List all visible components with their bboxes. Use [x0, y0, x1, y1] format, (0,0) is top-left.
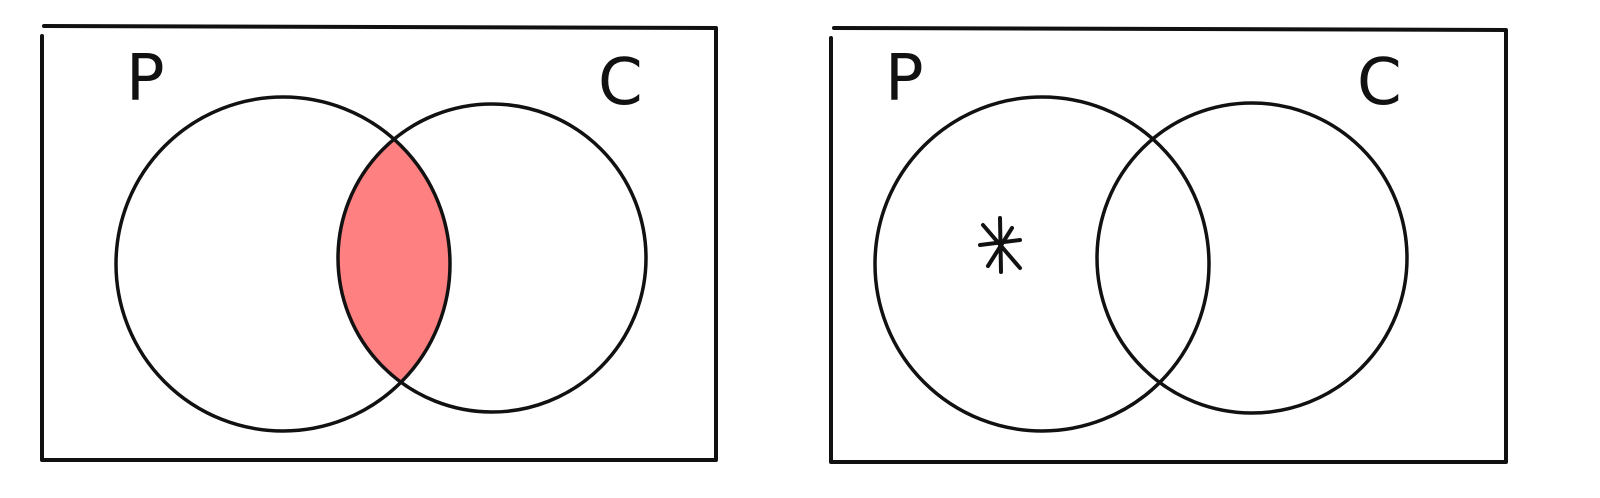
set-p-circle-1 [114, 95, 452, 433]
universe-rectangle-1 [40, 24, 718, 462]
intersection-region-1 [338, 104, 450, 412]
set-c-label-2: C [1357, 46, 1402, 120]
set-c-label-1: C [598, 46, 643, 120]
universe-rectangle-2 [829, 26, 1508, 464]
set-p-label-1: P [126, 42, 165, 116]
set-c-circle-1 [336, 102, 648, 414]
venn-diagram-2: P C [829, 26, 1508, 464]
element-marker-2 [978, 216, 1022, 274]
set-p-label-2: P [885, 42, 924, 116]
shaded-intersection-1 [338, 104, 450, 412]
set-c-circle-2 [1095, 101, 1409, 415]
set-p-circle-2 [873, 95, 1211, 433]
venn-diagram-1: P C [40, 24, 718, 462]
